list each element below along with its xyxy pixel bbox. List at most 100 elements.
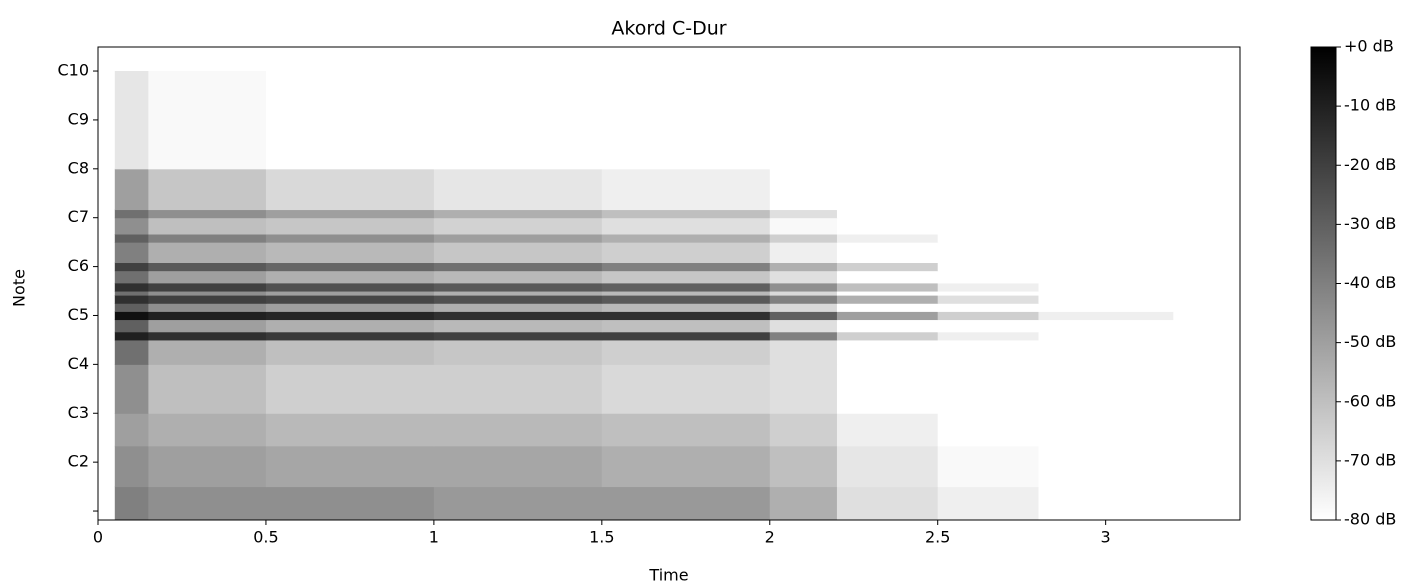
heatmap-cell [836,331,939,341]
heatmap-cell [433,339,603,365]
y-tick-label: C4 [68,354,89,373]
y-tick-label: C9 [68,109,89,128]
x-tick-label: 2 [765,528,775,547]
heatmap-cell [769,242,838,264]
heatmap-cell [769,339,838,365]
heatmap-cell [601,486,771,520]
heatmap-cell [769,364,838,414]
heatmap-cell [769,168,838,211]
y-tick-label: C8 [68,158,89,177]
heatmap-cell [1038,339,1174,365]
heatmap-cell [114,209,149,219]
heatmap-cell [114,364,149,414]
heatmap-cell [1038,445,1174,488]
colorbar-tick-label: -50 dB [1344,332,1396,351]
heatmap-cell [433,331,603,341]
heatmap-cell [265,209,435,219]
heatmap-cell [769,311,838,321]
heatmap-cell [114,331,149,341]
heatmap-cell [433,262,603,272]
heatmap-cell [769,331,838,341]
heatmap-cell [433,242,603,264]
heatmap-cell [433,295,603,304]
heatmap-cell [148,303,267,312]
heatmap-cell [148,364,267,414]
heatmap-cell [769,445,838,488]
heatmap-cell [937,445,1039,488]
heatmap-cell [114,445,149,488]
heatmap-cell [769,209,838,219]
heatmap-cell [114,262,149,272]
heatmap-cell [1038,303,1174,312]
chart-title: Akord C-Dur [611,18,726,40]
plot-frame [97,46,1241,521]
heatmap-cell [937,234,1039,243]
heatmap-cell [937,242,1039,264]
heatmap-cell [148,319,267,333]
x-tick-label: 0 [93,528,103,547]
heatmap-cell [148,209,267,219]
colorbar-tick-label: +0 dB [1344,37,1394,56]
heatmap-cell [265,413,435,447]
heatmap-cell [148,234,267,243]
heatmap-cell [937,331,1039,341]
y-tick-label: C6 [68,256,89,275]
heatmap-cell [265,262,435,272]
heatmap-cell [836,303,939,312]
heatmap-cell [265,282,435,292]
heatmap-cell [601,71,771,170]
heatmap-cell [148,486,267,520]
y-axis-label: Note [10,269,29,307]
heatmap-cell [148,311,267,321]
heatmap-cell [836,291,939,296]
heatmap-cell [601,270,771,284]
heatmap-cell [433,445,603,488]
colorbar-tick-label: -20 dB [1344,155,1396,174]
heatmap-cell [836,339,939,365]
heatmap-cell [601,295,771,304]
heatmap-cell [601,291,771,296]
x-tick-label: 2.5 [925,528,950,547]
heatmap-cell [114,303,149,312]
x-tick-label: 3 [1101,528,1111,547]
heatmap-cell [433,217,603,235]
heatmap-cell [265,364,435,414]
heatmap-cell [265,270,435,284]
heatmap-cell [836,270,939,284]
heatmap-cell [937,262,1039,272]
heatmap-cell [601,242,771,264]
heatmap-cell [601,168,771,211]
heatmap-cell [1038,234,1174,243]
heatmap-cell [148,339,267,365]
heatmap-cell [148,331,267,341]
heatmap-cell [937,168,1039,211]
heatmap-cell [1038,209,1174,219]
heatmap-cell [769,71,838,170]
heatmap-cell [148,262,267,272]
heatmap-cell [836,262,939,272]
heatmap-cell [265,339,435,365]
heatmap-cell [433,168,603,211]
heatmap-cell [148,413,267,447]
heatmap-cell [148,291,267,296]
heatmap-cell [937,319,1039,333]
heatmap-cell [265,319,435,333]
heatmap-cell [836,282,939,292]
heatmap-cell [265,486,435,520]
x-tick-label: 1 [429,528,439,547]
heatmap-cell [937,364,1039,414]
heatmap-cell [836,413,939,447]
heatmap-cell [1038,331,1174,341]
heatmap-cell [1038,242,1174,264]
heatmap-cell [433,486,603,520]
heatmap-cell [114,71,149,170]
colorbar-tick-label: -30 dB [1344,214,1396,233]
heatmap-cell [433,319,603,333]
heatmap-cell [601,217,771,235]
heatmap-cell [1038,413,1174,447]
heatmap-cell [769,234,838,243]
heatmap-cell [601,413,771,447]
heatmap-cell [1038,217,1174,235]
